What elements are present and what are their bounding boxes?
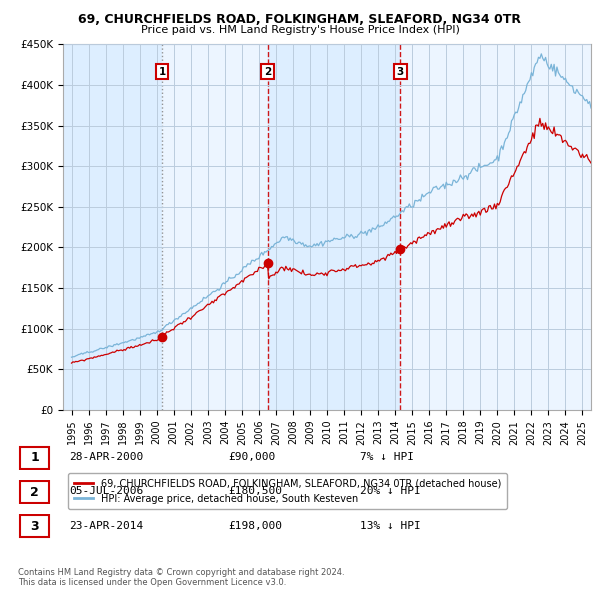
Text: 2: 2: [30, 486, 39, 499]
Bar: [162, 44, 268, 410]
Text: 3: 3: [397, 67, 404, 77]
Legend: 69, CHURCHFIELDS ROAD, FOLKINGHAM, SLEAFORD, NG34 0TR (detached house), HPI: Ave: 69, CHURCHFIELDS ROAD, FOLKINGHAM, SLEAF…: [68, 473, 507, 509]
FancyBboxPatch shape: [20, 515, 49, 537]
Text: 23-APR-2014: 23-APR-2014: [69, 521, 143, 530]
Text: 28-APR-2000: 28-APR-2000: [69, 453, 143, 462]
Text: 20% ↓ HPI: 20% ↓ HPI: [360, 487, 421, 496]
Text: 2: 2: [264, 67, 271, 77]
Text: £180,500: £180,500: [228, 487, 282, 496]
Text: 69, CHURCHFIELDS ROAD, FOLKINGHAM, SLEAFORD, NG34 0TR: 69, CHURCHFIELDS ROAD, FOLKINGHAM, SLEAF…: [79, 13, 521, 26]
Text: 3: 3: [30, 520, 39, 533]
Text: 13% ↓ HPI: 13% ↓ HPI: [360, 521, 421, 530]
FancyBboxPatch shape: [20, 447, 49, 469]
Text: £90,000: £90,000: [228, 453, 275, 462]
Text: 1: 1: [158, 67, 166, 77]
Text: £198,000: £198,000: [228, 521, 282, 530]
Text: 7% ↓ HPI: 7% ↓ HPI: [360, 453, 414, 462]
Text: Price paid vs. HM Land Registry's House Price Index (HPI): Price paid vs. HM Land Registry's House …: [140, 25, 460, 35]
Text: 05-JUL-2006: 05-JUL-2006: [69, 487, 143, 496]
FancyBboxPatch shape: [20, 481, 49, 503]
Text: 1: 1: [30, 451, 39, 464]
Bar: [400, 44, 591, 410]
Text: Contains HM Land Registry data © Crown copyright and database right 2024.
This d: Contains HM Land Registry data © Crown c…: [18, 568, 344, 587]
